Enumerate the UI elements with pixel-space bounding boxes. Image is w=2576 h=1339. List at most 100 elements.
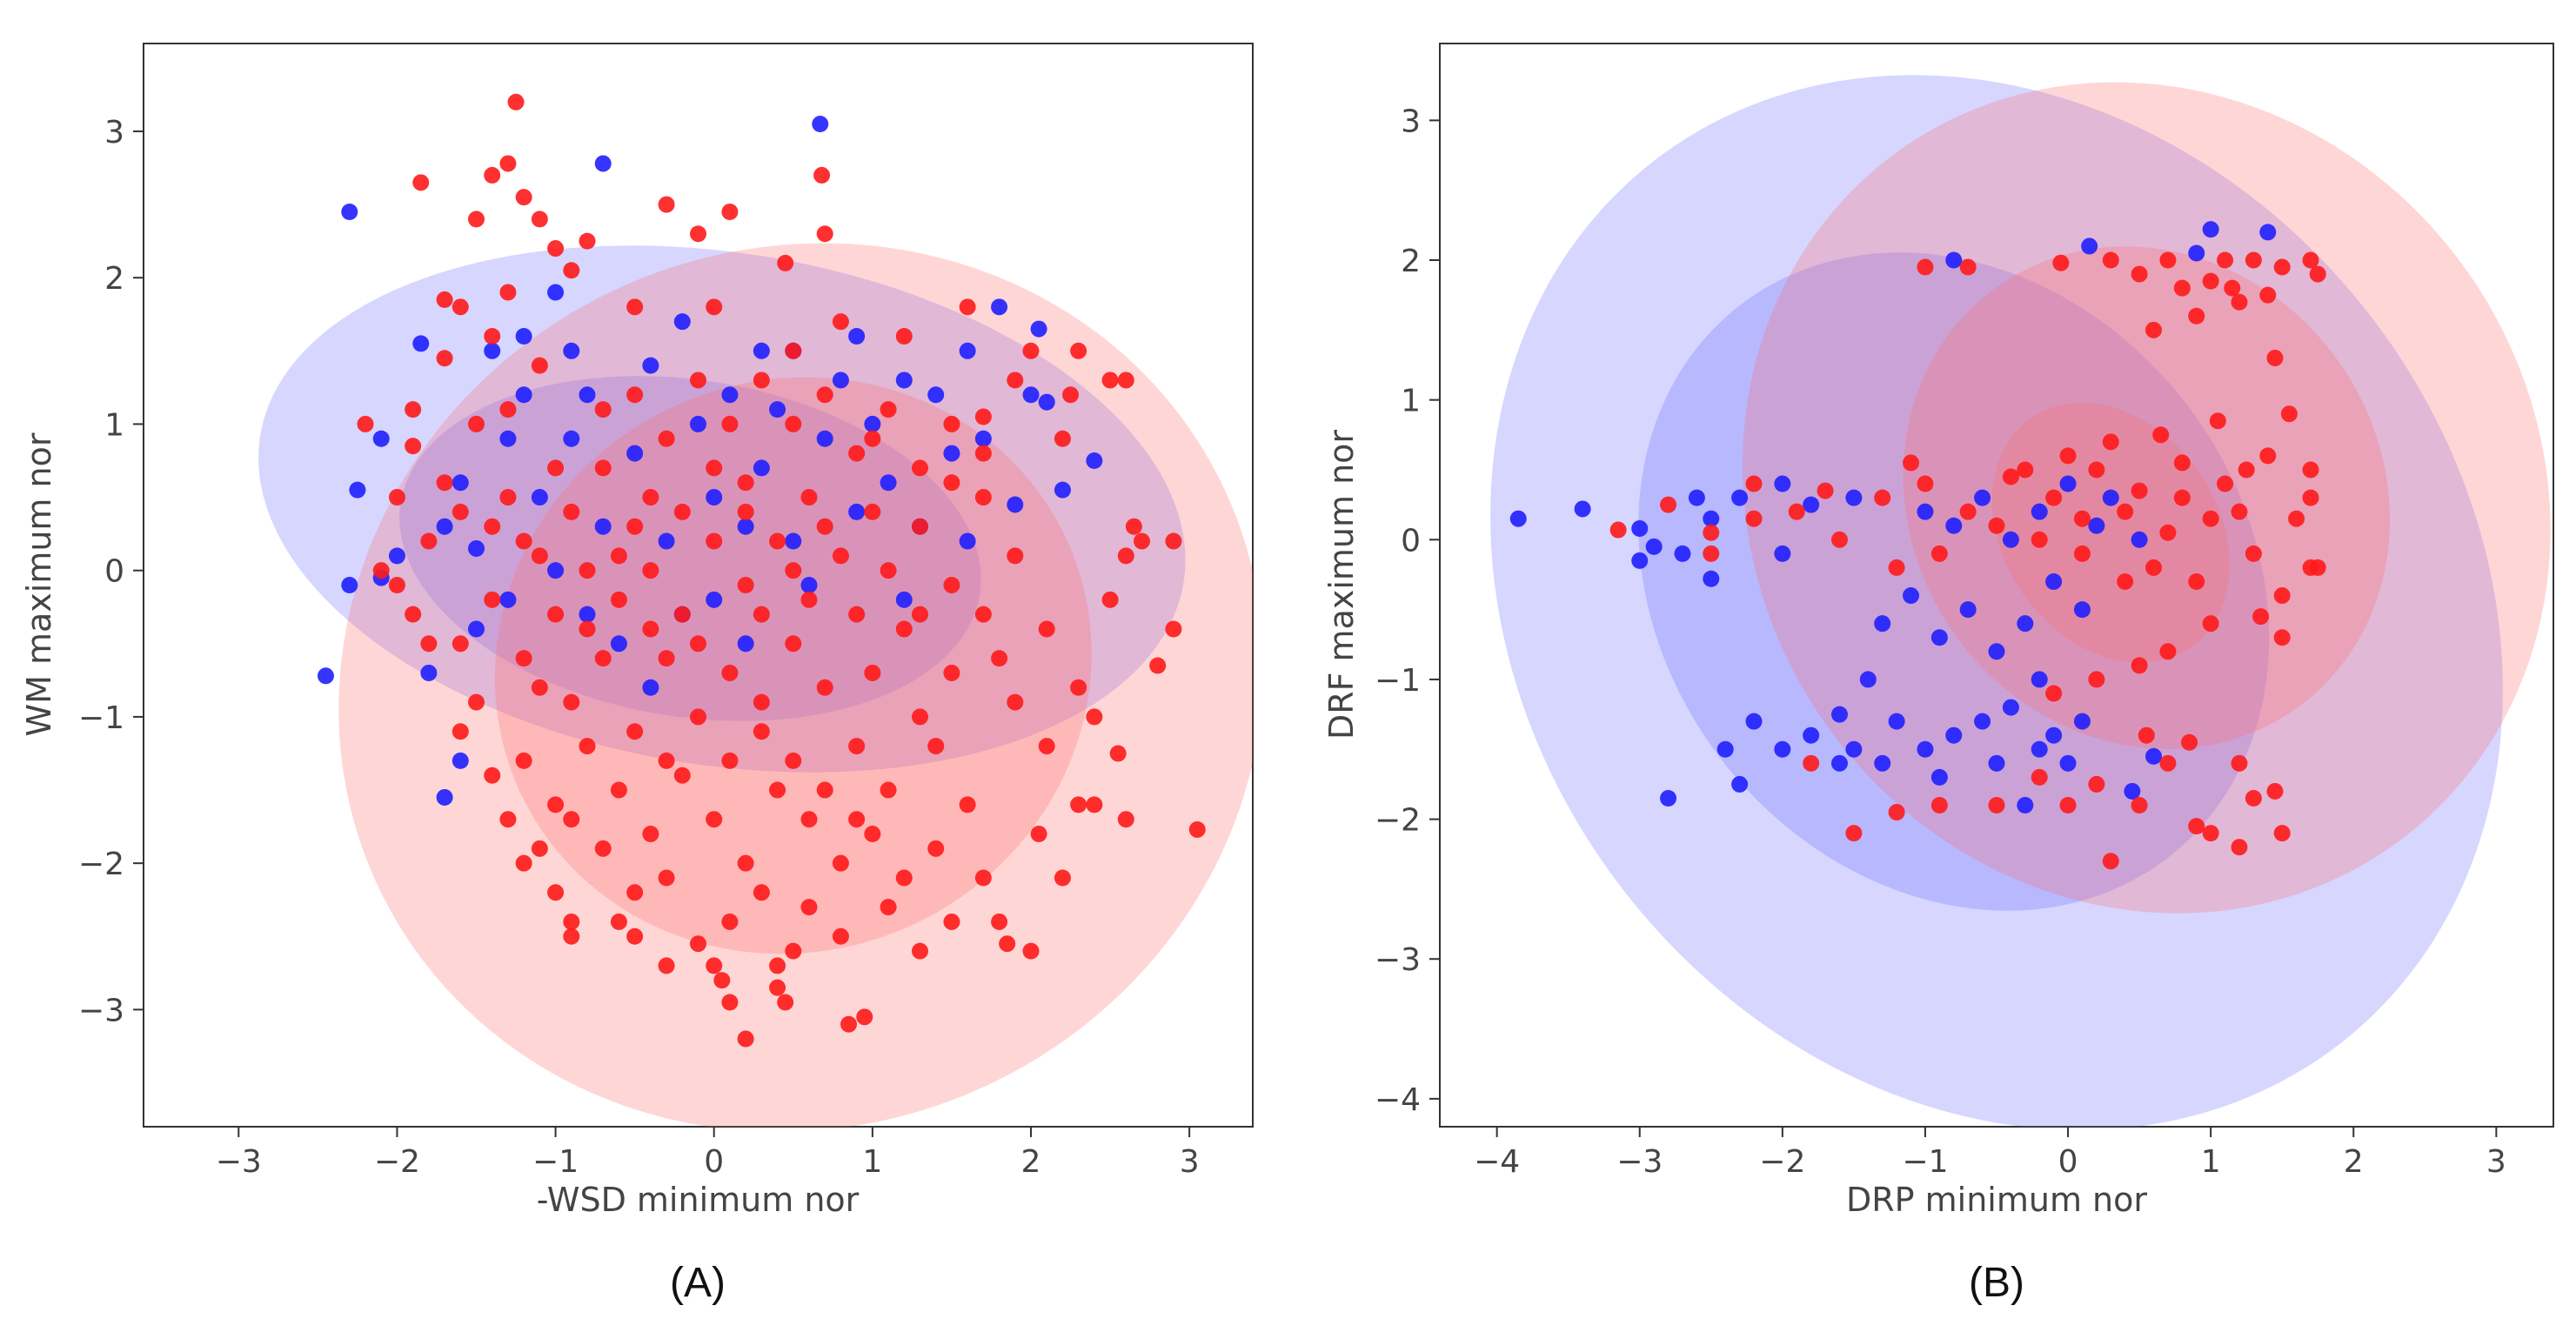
panel-a-red-point-181 <box>626 298 644 316</box>
panel-a-red-point-31 <box>658 957 675 974</box>
panel-a-red-point-41 <box>856 1008 873 1026</box>
panel-b-x-tick-label: 2 <box>2344 1144 2364 1180</box>
panel-b-red-point-68 <box>2273 825 2291 842</box>
panel-a-red-point-194 <box>800 591 818 608</box>
panel-b-red-point-67 <box>2266 782 2284 800</box>
panel-a-blue-point-39 <box>927 386 945 404</box>
panel-b-red-point-17 <box>1988 517 2005 534</box>
panel-b-blue-point-39 <box>2045 572 2063 590</box>
panel-b-blue-point-45 <box>2259 224 2277 241</box>
panel-a-red-point-121 <box>848 606 866 623</box>
panel-b-red-point-53 <box>2145 321 2163 338</box>
panel-a-y-tick-label: −3 <box>78 993 124 1028</box>
panel-a-blue-point-18 <box>579 386 596 404</box>
panel-b-red-point-7 <box>1917 475 1934 492</box>
panel-b-red-point-10 <box>2045 489 2063 506</box>
panel-b-blue-point-26 <box>1974 713 1991 730</box>
panel-a-red-point-47 <box>1070 796 1087 813</box>
panel-a-red-point-164 <box>785 752 802 769</box>
panel-b-blue-point-10 <box>1774 475 1791 492</box>
panel-b-x-tick-label: −4 <box>1474 1144 1520 1180</box>
panel-b-red-point-36 <box>2088 671 2105 688</box>
panel-a-red-point-190 <box>927 738 945 755</box>
panel-a-red-point-75 <box>547 459 565 477</box>
panel-a-red-point-78 <box>452 503 469 520</box>
panel-b-blue-point-21 <box>1874 754 1891 772</box>
panel-a-x-tick-label: −1 <box>532 1144 579 1180</box>
panel-a-x-tick-label: −2 <box>374 1144 420 1180</box>
panel-a-red-point-159 <box>547 606 565 623</box>
panel-b-y-tick-label: 3 <box>1401 104 1421 139</box>
panel-a-blue-point-11 <box>412 335 430 352</box>
panel-b-red-point-40 <box>1959 258 1977 276</box>
panel-a-red-point-73 <box>610 547 627 565</box>
panel-a-red-point-33 <box>706 957 723 974</box>
panel-a-blue-point-7 <box>349 481 366 499</box>
panel-b-blue-point-11 <box>1803 496 1820 513</box>
panel-a-blue-point-53 <box>563 342 580 359</box>
panel-a-blue-point-68 <box>515 386 532 404</box>
panel-a-red-point-82 <box>626 518 644 535</box>
panel-a-red-point-134 <box>563 503 580 520</box>
panel-a-y-tick-label: 0 <box>104 554 124 590</box>
panel-a-blue-confidence-ellipse-1 <box>399 376 981 721</box>
panel-a-red-point-115 <box>658 752 675 769</box>
panel-b-blue-point-23 <box>1917 740 1934 758</box>
panel-a-blue-point-1 <box>812 116 829 133</box>
panel-a-red-point-176 <box>452 723 469 740</box>
panel-a-red-point-129 <box>1086 708 1103 726</box>
panel-a-red-point-96 <box>959 796 976 813</box>
panel-a-red-point-68 <box>785 415 802 432</box>
panel-a-red-point-198 <box>769 957 786 974</box>
panel-a-blue-point-60 <box>436 518 453 535</box>
panel-b-blue-point-34 <box>1903 587 1920 605</box>
panel-a-red-point-5 <box>515 189 532 206</box>
panel-a-red-point-185 <box>1054 430 1071 447</box>
panel-b-blue-point-2 <box>1631 519 1649 537</box>
panel-a-blue-point-52 <box>610 635 627 653</box>
panel-b-blue-point-14 <box>1731 775 1749 793</box>
panel-a-red-point-48 <box>1109 745 1127 762</box>
panel-a-blue-point-67 <box>579 606 596 623</box>
panel-b-red-point-24 <box>2288 510 2305 527</box>
panel-a-red-confidence-ellipse-2 <box>338 243 1253 1127</box>
panel-b-red-point-64 <box>2202 825 2219 842</box>
panel-b-red-point-83 <box>2173 489 2191 506</box>
panel-a-red-point-132 <box>499 489 517 506</box>
panel-b-blue-point-50 <box>2031 503 2048 520</box>
panel-b-blue-point-60 <box>1859 671 1877 688</box>
panel-a-red-point-97 <box>927 840 945 857</box>
panel-a-red-point-89 <box>848 738 866 755</box>
panel-a-red-point-124 <box>943 577 960 593</box>
panel-b-blue-point-42 <box>2081 238 2098 255</box>
panel-a-red-point-65 <box>912 518 928 535</box>
panel-b-red-point-50 <box>2309 265 2326 283</box>
panel-a-red-point-186 <box>777 254 794 271</box>
panel-a-blue-point-3 <box>317 667 334 685</box>
panel-b-red-point-58 <box>2059 797 2077 814</box>
panel-a-red-point-64 <box>943 474 960 492</box>
panel-b: DRP minimum nor DRF maximum nor (B) −4 −3… <box>1322 43 2554 1306</box>
panel-b-red-point-12 <box>2131 482 2148 499</box>
panel-a-red-point-69 <box>737 474 754 492</box>
panel-b-red-point-87 <box>1745 510 1763 527</box>
panel-b-red-point-2 <box>1703 524 1720 541</box>
panel-a-blue-point-28 <box>753 459 770 477</box>
panel-a-red-point-122 <box>880 562 897 579</box>
panel-b-red-confidence-ellipse-4 <box>1991 402 2230 663</box>
panel-a-red-point-127 <box>1038 620 1055 638</box>
panel-a-red-point-18 <box>388 489 405 506</box>
panel-a-red-point-136 <box>626 386 644 404</box>
panel-b-red-point-31 <box>1888 559 1905 576</box>
panel-a-red-point-125 <box>974 489 992 506</box>
panel-b-blue-point-37 <box>1988 643 2005 660</box>
panel-b-red-point-59 <box>2088 775 2105 793</box>
panel-a-blue-point-62 <box>895 591 913 608</box>
panel-a-red-point-40 <box>840 1015 858 1033</box>
panel-b-red-point-92 <box>2266 349 2284 366</box>
panel-b-red-point-77 <box>2302 461 2319 479</box>
panel-a-blue-point-66 <box>959 342 976 359</box>
panel-a-red-point-195 <box>864 503 881 520</box>
panel-b-blue-point-12 <box>1845 489 1863 506</box>
